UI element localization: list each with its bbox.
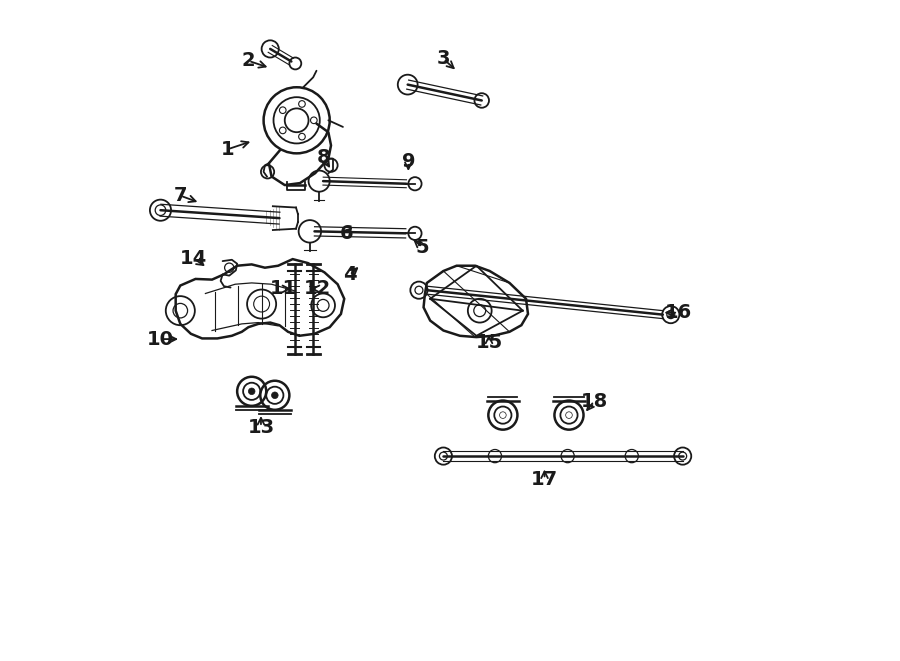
Text: 16: 16 bbox=[664, 303, 692, 322]
Circle shape bbox=[500, 412, 506, 418]
Text: 7: 7 bbox=[174, 186, 187, 205]
Circle shape bbox=[299, 134, 305, 140]
Text: 18: 18 bbox=[580, 392, 608, 410]
Text: 6: 6 bbox=[339, 225, 353, 243]
Text: 3: 3 bbox=[436, 50, 450, 68]
Circle shape bbox=[272, 392, 278, 399]
Text: 12: 12 bbox=[304, 280, 331, 298]
Circle shape bbox=[566, 412, 572, 418]
Circle shape bbox=[248, 388, 255, 395]
Text: 5: 5 bbox=[416, 238, 429, 256]
Text: 2: 2 bbox=[241, 52, 256, 70]
Text: 17: 17 bbox=[531, 470, 558, 488]
Text: 1: 1 bbox=[220, 140, 234, 159]
Circle shape bbox=[310, 117, 317, 124]
Text: 14: 14 bbox=[180, 249, 207, 268]
Text: 15: 15 bbox=[475, 333, 502, 352]
Text: 11: 11 bbox=[270, 280, 297, 298]
Circle shape bbox=[279, 127, 286, 134]
Text: 8: 8 bbox=[317, 149, 330, 167]
Circle shape bbox=[299, 100, 305, 107]
Circle shape bbox=[279, 107, 286, 114]
Text: 10: 10 bbox=[147, 330, 174, 348]
Text: 4: 4 bbox=[343, 266, 356, 284]
Text: 9: 9 bbox=[401, 153, 415, 171]
Text: 13: 13 bbox=[248, 418, 274, 436]
